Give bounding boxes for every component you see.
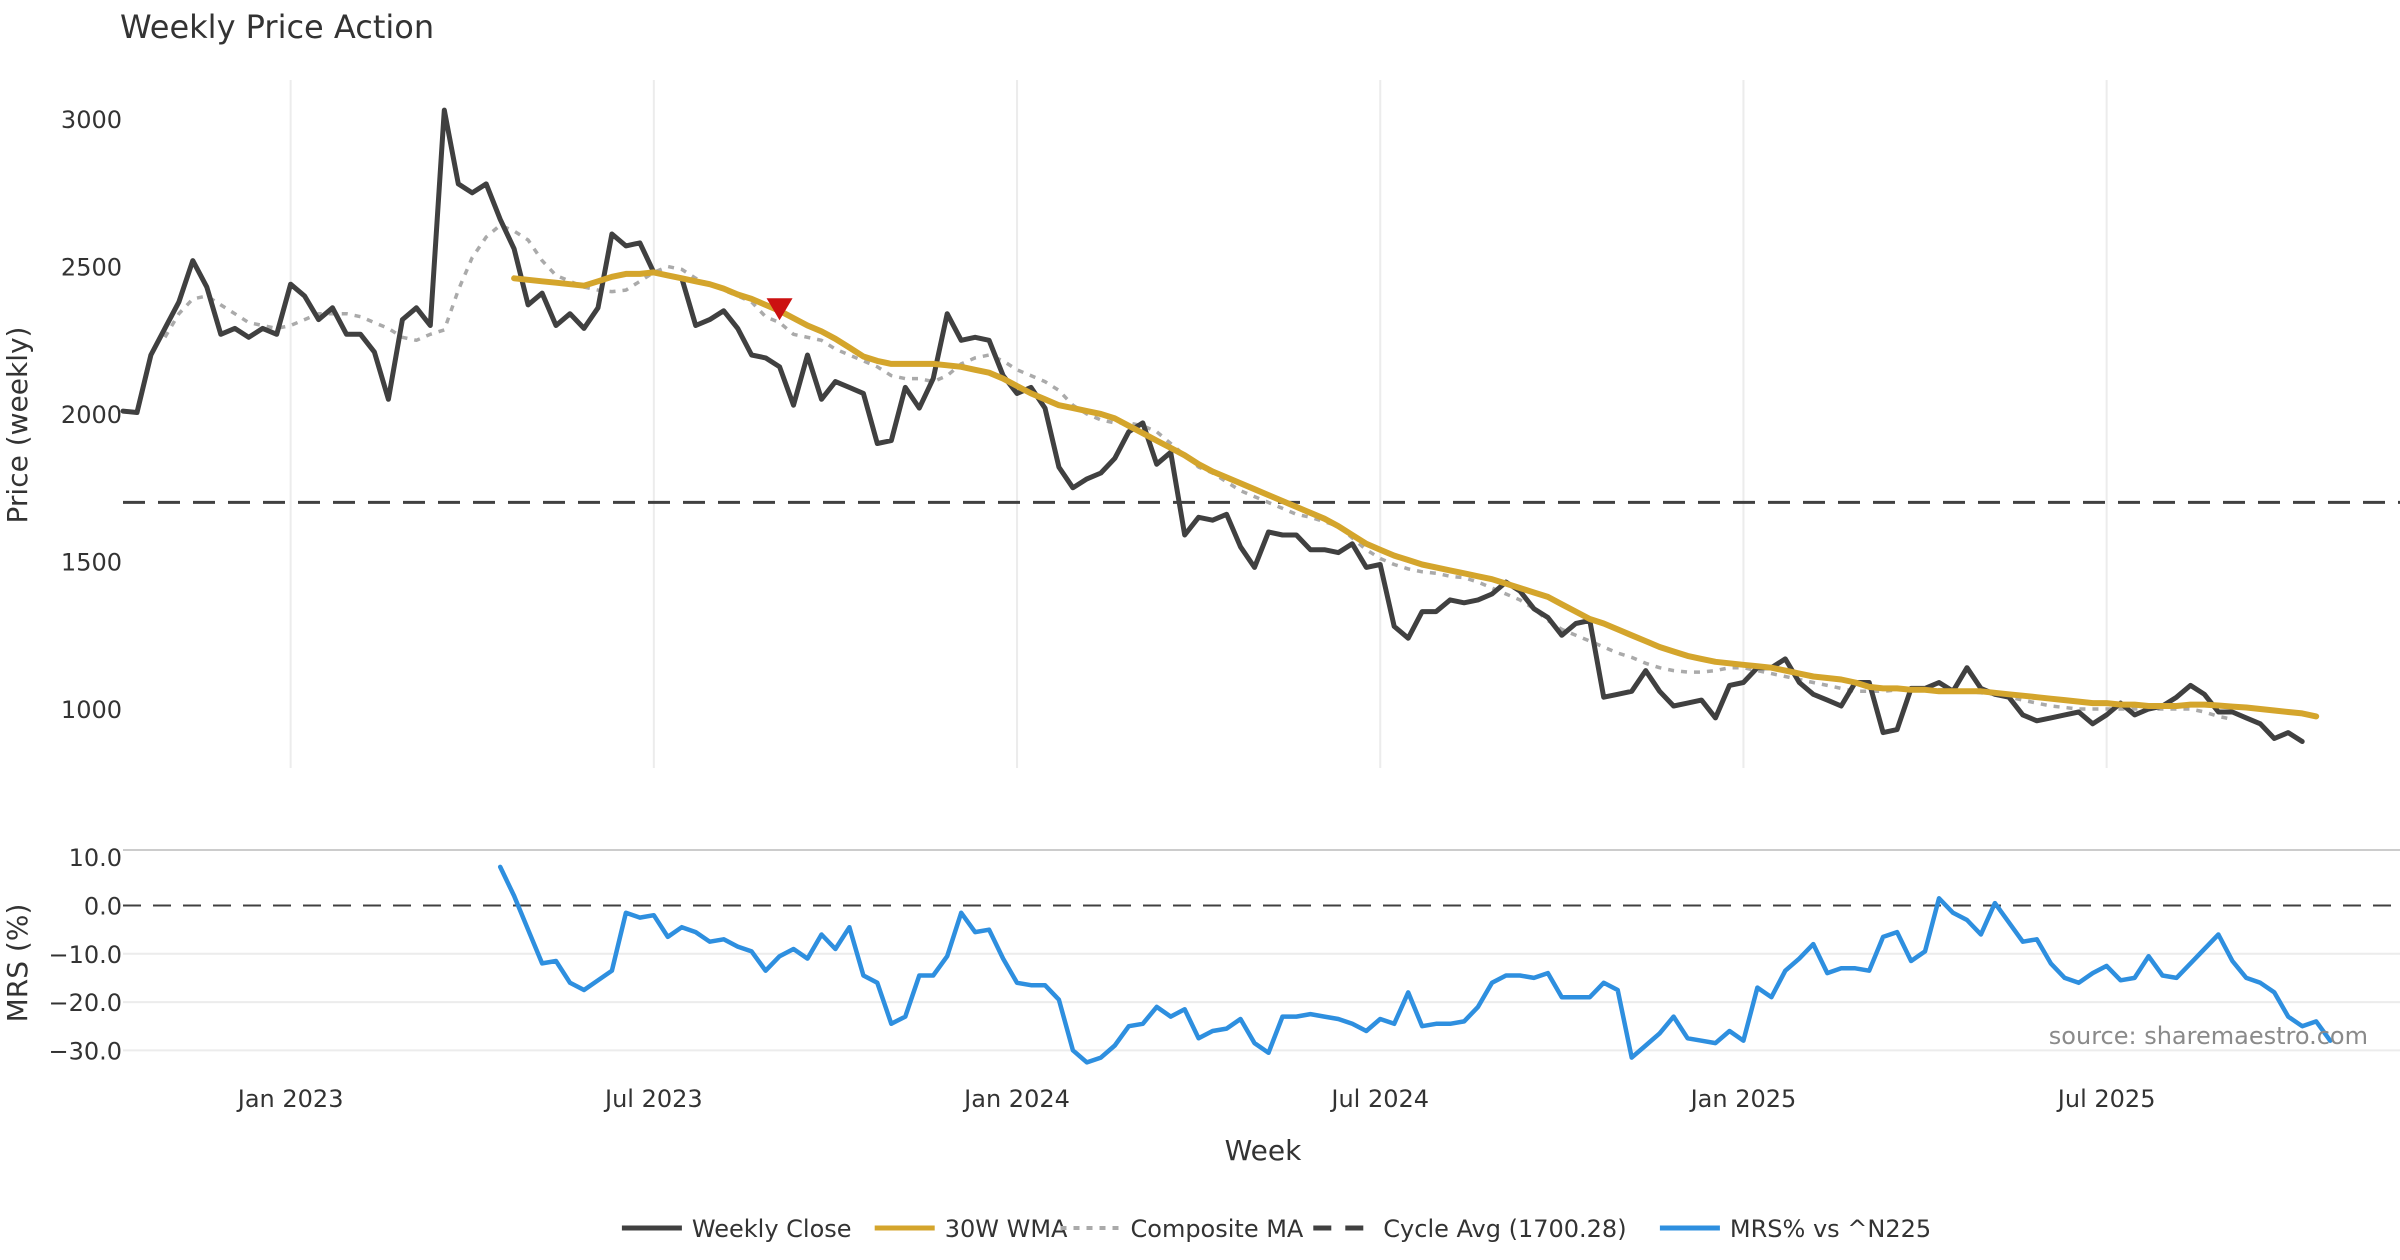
legend-label: Composite MA <box>1131 1215 1304 1243</box>
mrs-y-tick-label: 0.0 <box>84 893 122 921</box>
price-y-tick-label: 2500 <box>61 254 122 282</box>
source-label: source: sharemaestro.com <box>2049 1022 2368 1050</box>
price-y-axis-title: Price (weekly) <box>1 327 34 524</box>
mrs-panel: 10.0 0.0 −10.0 −20.0 −30.0 MRS (%) source: s… <box>1 844 2400 1065</box>
legend-item-composite-ma: Composite MA <box>1060 1215 1304 1243</box>
x-tick-label: Jul 2024 <box>1329 1085 1429 1113</box>
x-tick-label: Jul 2023 <box>603 1085 703 1113</box>
mrs-y-tick-label: −30.0 <box>48 1037 122 1065</box>
legend-label: MRS% vs ^N225 <box>1730 1215 1931 1243</box>
mrs-y-axis-title: MRS (%) <box>1 904 34 1023</box>
mrs-y-tick-label: −20.0 <box>48 989 122 1017</box>
price-y-ticks: 1000 1500 2000 2500 3000 <box>61 106 122 724</box>
price-y-tick-label: 3000 <box>61 106 122 134</box>
x-axis-ticks: Jan 2023 Jul 2023 Jan 2024 Jul 2024 Jan 2025… <box>236 1085 2156 1113</box>
mrs-y-tick-label: −10.0 <box>48 941 122 969</box>
x-tick-label: Jan 2023 <box>236 1085 344 1113</box>
legend-item-30w-wma: 30W WMA <box>874 1215 1068 1243</box>
legend-label: 30W WMA <box>945 1215 1068 1243</box>
legend: Weekly Close 30W WMA Composite MA Cycle Avg… <box>621 1215 1931 1243</box>
x-axis-title: Week <box>1225 1134 1302 1167</box>
price-panel: 1000 1500 2000 2500 3000 Price (weekly) <box>1 80 2400 768</box>
mrs-y-tick-label: 10.0 <box>69 844 122 872</box>
price-series-group <box>120 107 2320 744</box>
chart-title: Weekly Price Action <box>120 8 434 46</box>
mrs-y-ticks: 10.0 0.0 −10.0 −20.0 −30.0 <box>48 844 122 1065</box>
legend-item-cycle-avg-1700-28: Cycle Avg (1700.28) <box>1313 1215 1627 1243</box>
price-grid <box>289 80 2108 768</box>
price-y-tick-label: 2000 <box>61 401 122 429</box>
legend-label: Cycle Avg (1700.28) <box>1383 1215 1626 1243</box>
series-line-30w-wma <box>511 269 2320 720</box>
price-y-tick-label: 1500 <box>61 549 122 577</box>
legend-item-mrs-vs-n225: MRS% vs ^N225 <box>1659 1215 1931 1243</box>
series-line-weekly-close <box>120 107 2305 744</box>
x-tick-label: Jan 2024 <box>962 1085 1070 1113</box>
x-tick-label: Jul 2025 <box>2056 1085 2156 1113</box>
series-line-mrs-vs-n225 <box>497 864 2333 1065</box>
mrs-series-group <box>497 864 2333 1065</box>
legend-item-weekly-close: Weekly Close <box>621 1215 852 1243</box>
price-markers <box>766 298 793 321</box>
x-tick-label: Jan 2025 <box>1689 1085 1797 1113</box>
legend-label: Weekly Close <box>692 1215 852 1243</box>
price-y-tick-label: 1000 <box>61 696 122 724</box>
sell-signal-marker <box>766 298 793 321</box>
